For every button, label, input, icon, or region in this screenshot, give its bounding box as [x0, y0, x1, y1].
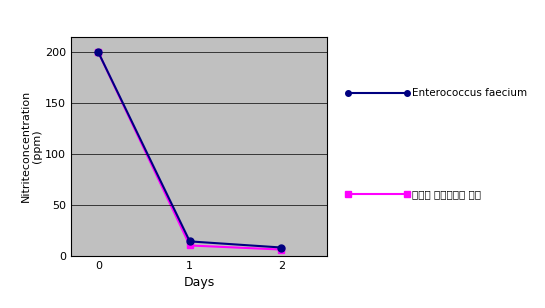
Text: 러시아 발효소세지 균주: 러시아 발효소세지 균주 [413, 189, 481, 199]
X-axis label: Days: Days [183, 276, 215, 289]
Y-axis label: Nitriteconcentration
(ppm): Nitriteconcentration (ppm) [21, 90, 42, 202]
Text: Enterococcus faecium: Enterococcus faecium [413, 88, 528, 98]
